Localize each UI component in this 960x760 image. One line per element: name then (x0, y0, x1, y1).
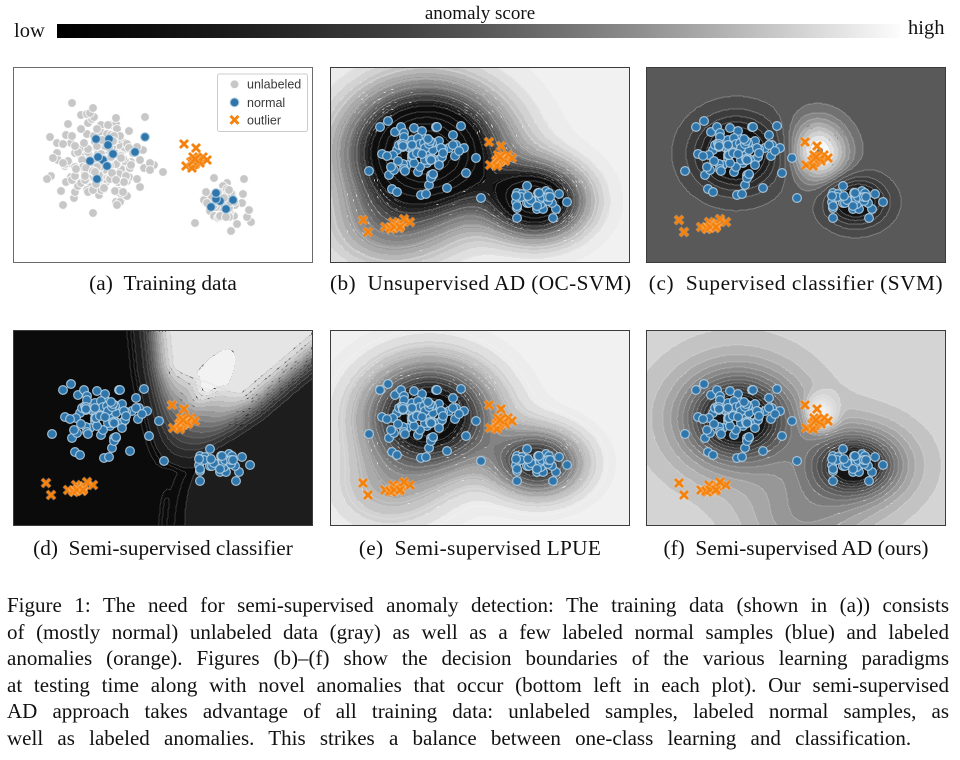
svg-text:normal: normal (247, 95, 285, 109)
svg-text:unlabeled: unlabeled (247, 77, 301, 91)
svg-text:outlier: outlier (247, 113, 281, 127)
